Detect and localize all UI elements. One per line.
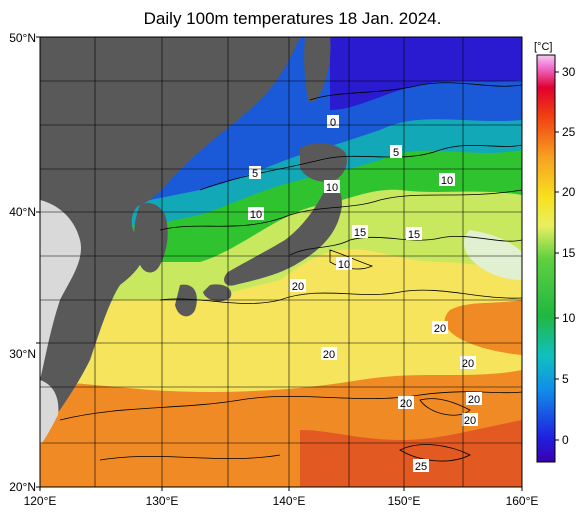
contour-label-25: 25 [415, 461, 427, 473]
map-area: 0 5 5 10 10 10 10 15 15 20 20 20 20 20 2… [40, 37, 522, 487]
lat-label-40n: 40°N [9, 205, 36, 219]
colorbar-tick-5: 5 [562, 372, 569, 386]
contour-label-20a: 20 [292, 281, 304, 293]
graticule [40, 37, 522, 487]
lon-label-130e: 130°E [145, 494, 179, 508]
kyushu-island [175, 284, 197, 317]
colorbar [536, 54, 556, 463]
hokkaido-island [300, 143, 347, 182]
contour-label-20c: 20 [323, 349, 335, 361]
contour-label-10c: 10 [250, 209, 262, 221]
contour-label-15a: 15 [354, 227, 366, 239]
ocean-hot-patch [300, 420, 522, 487]
colorbar-unit: [°C] [534, 41, 553, 53]
map-frame [39, 36, 523, 488]
korean-peninsula [134, 203, 168, 273]
contour-label-0: 0 [330, 117, 336, 129]
contour-label-5a: 5 [393, 147, 399, 159]
lat-label-20n: 20°N [9, 480, 36, 494]
axis-ticks [36, 36, 523, 491]
contour-label-20f: 20 [468, 394, 480, 406]
ocean-deep-blue-band [330, 37, 522, 110]
colorbar-tick-10: 10 [562, 311, 576, 325]
lat-label-30n: 30°N [9, 347, 36, 361]
mainland-interior-shading [40, 200, 81, 380]
contour-label-10a: 10 [326, 182, 338, 194]
lon-label-120e: 120°E [23, 494, 57, 508]
colorbar-tick-15: 15 [562, 246, 576, 260]
taiwan-region [40, 380, 59, 445]
contour-label-20d: 20 [462, 358, 474, 370]
contour-label-15b: 15 [408, 229, 420, 241]
ocean-pale-patch [464, 230, 522, 280]
colorbar-tick-25: 25 [562, 125, 576, 139]
contour-label-10d: 10 [338, 259, 350, 271]
contour-label-20e: 20 [400, 398, 412, 410]
contour-label-5b: 5 [252, 168, 258, 180]
lon-label-150e: 150°E [387, 494, 421, 508]
colorbar-tick-0: 0 [562, 433, 569, 447]
sakhalin-island [304, 37, 331, 102]
contour-label-10b: 10 [441, 175, 453, 187]
colorbar-tick-30: 30 [562, 65, 576, 79]
contour-label-20g: 20 [464, 415, 476, 427]
colorbar-ticks [555, 71, 559, 441]
colorbar-tick-20: 20 [562, 185, 576, 199]
shikoku-island [203, 284, 232, 302]
lat-label-50n: 50°N [9, 31, 36, 45]
honshu-island [224, 180, 342, 286]
map-title: Daily 100m temperatures 18 Jan. 2024. [143, 9, 442, 28]
asian-mainland [40, 37, 300, 430]
lon-label-140e: 140°E [272, 494, 306, 508]
contour-label-20b: 20 [434, 323, 446, 335]
lon-label-160e: 160°E [505, 494, 539, 508]
